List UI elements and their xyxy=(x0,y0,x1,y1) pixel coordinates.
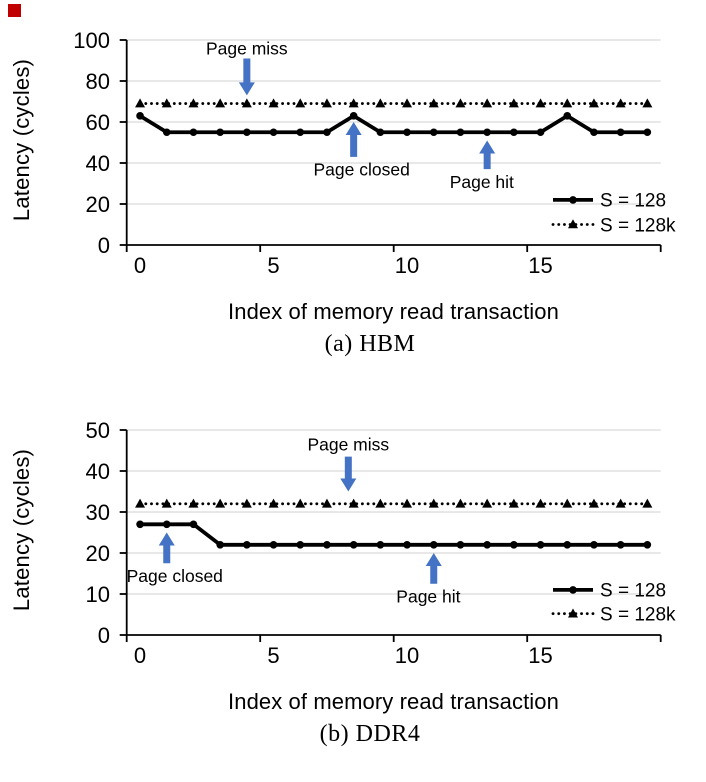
gridlines xyxy=(126,429,661,595)
arrow-down-icon xyxy=(340,456,357,492)
hbm-caption: (a) HBM xyxy=(324,331,416,357)
series-s-128 xyxy=(136,112,652,137)
series-s-128 xyxy=(136,520,652,549)
legend-circle-marker xyxy=(569,586,577,594)
y-tick-label: 10 xyxy=(86,582,110,607)
legend-label: S = 128 xyxy=(600,191,666,212)
x-tick-label: 15 xyxy=(528,253,552,278)
x-tick-label: 0 xyxy=(134,643,146,668)
annotation-label: Page closed xyxy=(127,566,223,586)
axes: 0 10 20 30 40 50 0 5 10 15 xyxy=(86,418,662,668)
y-tick-label: 60 xyxy=(86,110,110,135)
annotation-page-miss: Page miss xyxy=(307,435,389,492)
x-tick-label: 10 xyxy=(395,253,419,278)
ddr4-line-chart: 0 10 20 30 40 50 0 5 10 15 Page miss Page closed Pag… xyxy=(86,418,677,668)
y-tick-label: 100 xyxy=(73,28,110,53)
legend: S = 128 S = 128k xyxy=(551,581,676,626)
annotation-page-closed: Page closed xyxy=(313,122,410,179)
legend-label: S = 128 xyxy=(600,581,666,602)
y-tick-label: 80 xyxy=(86,69,110,94)
arrow-up-icon xyxy=(425,553,442,584)
annotation-page-closed: Page closed xyxy=(127,532,223,586)
y-tick-label: 30 xyxy=(86,500,110,525)
x-tick-label: 0 xyxy=(134,253,146,278)
ddr4-y-axis-title: Latency (cycles) xyxy=(9,448,34,612)
x-tick-label: 5 xyxy=(267,643,279,668)
y-tick-label: 20 xyxy=(86,541,110,566)
legend-label: S = 128k xyxy=(600,605,676,626)
y-tick-label: 0 xyxy=(98,623,110,648)
red-square-marker xyxy=(8,4,21,17)
series-s-128k xyxy=(135,498,653,508)
arrow-up-icon xyxy=(479,140,496,170)
legend-triangle-marker xyxy=(568,608,578,618)
x-tick-label: 10 xyxy=(395,643,419,668)
hbm-y-axis-title: Latency (cycles) xyxy=(9,58,34,222)
legend-circle-marker xyxy=(569,196,577,204)
y-tick-label: 40 xyxy=(86,151,110,176)
legend-triangle-marker xyxy=(568,219,578,229)
annotation-label: Page miss xyxy=(307,435,389,455)
gridlines xyxy=(126,39,661,205)
ddr4-caption: (b) DDR4 xyxy=(319,721,421,747)
annotation-label: Page hit xyxy=(396,586,460,606)
legend: S = 128 S = 128k xyxy=(551,191,676,236)
arrow-up-icon xyxy=(345,122,362,157)
hbm-x-axis-title: Index of memory read transaction xyxy=(228,299,559,324)
hbm-line-chart: 0 20 40 60 80 100 0 5 10 15 Page miss Page closed Pa… xyxy=(73,28,676,278)
y-tick-label: 50 xyxy=(86,418,110,443)
ddr4-x-axis-title: Index of memory read transaction xyxy=(228,689,559,714)
y-tick-label: 0 xyxy=(98,233,110,258)
annotation-label: Page miss xyxy=(206,39,288,59)
axes: 0 20 40 60 80 100 0 5 10 15 xyxy=(73,28,662,278)
arrow-down-icon xyxy=(238,58,255,96)
x-tick-label: 5 xyxy=(267,253,279,278)
annotation-label: Page hit xyxy=(450,172,514,192)
arrow-up-icon xyxy=(158,532,175,564)
annotation-label: Page closed xyxy=(313,159,409,179)
figure-ddr4: 0 10 20 30 40 50 0 5 10 15 Page miss Page closed Pag… xyxy=(0,390,706,782)
series-s-128k xyxy=(135,98,653,108)
annotation-page-hit: Page hit xyxy=(450,140,514,192)
y-tick-label: 20 xyxy=(86,192,110,217)
figure-hbm: 0 20 40 60 80 100 0 5 10 15 Page miss Page closed Pa… xyxy=(0,0,706,390)
x-tick-label: 15 xyxy=(528,643,552,668)
annotation-page-miss: Page miss xyxy=(206,39,288,96)
legend-label: S = 128k xyxy=(600,215,676,236)
annotation-page-hit: Page hit xyxy=(396,553,461,606)
y-tick-label: 40 xyxy=(86,459,110,484)
